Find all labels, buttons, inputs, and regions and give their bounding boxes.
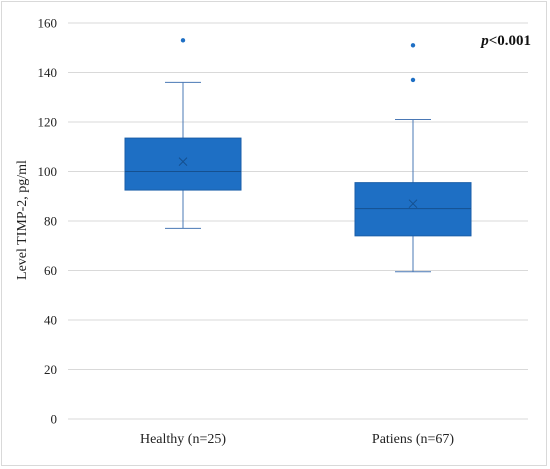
outlier-point bbox=[410, 43, 416, 48]
category-label: Healthy (n=25) bbox=[140, 432, 226, 447]
category-labels: Healthy (n=25) Patiens (n=67) bbox=[140, 432, 454, 447]
y-tick-label: 140 bbox=[38, 65, 58, 80]
y-tick-label: 80 bbox=[44, 214, 57, 229]
box-iqr bbox=[124, 137, 242, 191]
y-tick-label: 0 bbox=[51, 412, 58, 427]
boxes bbox=[124, 38, 472, 273]
gridlines bbox=[68, 22, 528, 420]
y-tick-label: 60 bbox=[44, 263, 57, 278]
p-value-rest: <0.001 bbox=[489, 33, 531, 49]
y-axis-ticks: 0 20 40 60 80 100 120 140 160 bbox=[38, 16, 58, 427]
p-value-italic: p bbox=[479, 33, 489, 49]
y-tick-label: 40 bbox=[44, 313, 57, 328]
p-value-annotation: p<0.001 bbox=[479, 33, 531, 49]
y-tick-label: 100 bbox=[38, 164, 58, 179]
y-tick-label: 120 bbox=[38, 115, 58, 130]
category-label: Patiens (n=67) bbox=[372, 432, 454, 447]
mean-marker bbox=[178, 157, 188, 166]
box-iqr bbox=[354, 182, 472, 237]
box-group bbox=[354, 43, 472, 273]
box-group bbox=[124, 38, 242, 229]
y-axis-label: Level TIMP-2, pg/ml bbox=[15, 160, 30, 280]
outlier-point bbox=[180, 38, 186, 43]
outlier-point bbox=[410, 77, 416, 83]
mean-marker bbox=[408, 199, 418, 209]
y-tick-label: 20 bbox=[44, 362, 57, 377]
y-tick-label: 160 bbox=[38, 16, 58, 31]
